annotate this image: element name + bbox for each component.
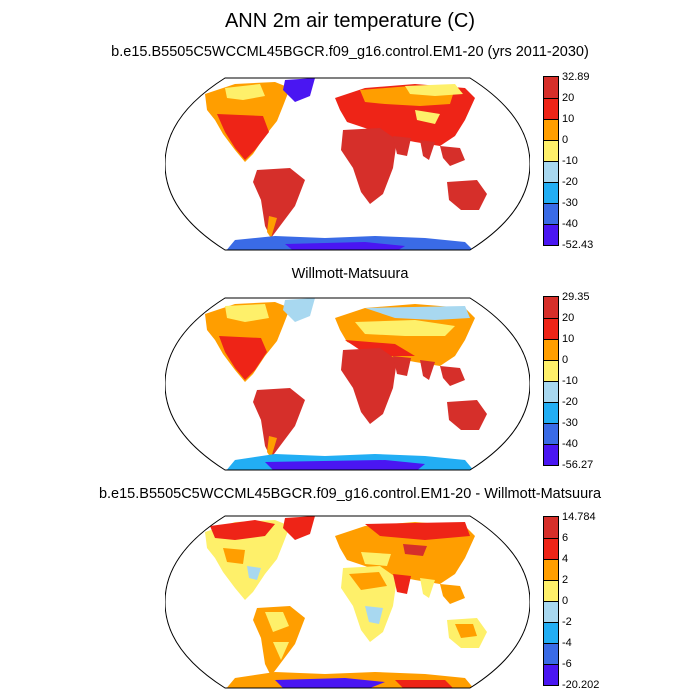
colorbar-label: -30 [562, 197, 578, 209]
colorbar-swatch [544, 444, 558, 465]
colorbar-label: 4 [562, 553, 569, 565]
colorbar-swatch [544, 318, 558, 339]
colorbar-label: -4 [562, 637, 572, 649]
colorbar-label: 14.784 [562, 511, 596, 523]
south-america [253, 606, 305, 676]
north-america [205, 520, 290, 600]
greenland [283, 298, 315, 322]
colorbar-label: 29.35 [562, 291, 590, 303]
colorbar-swatch [544, 423, 558, 444]
colorbar-swatch [544, 161, 558, 182]
colorbar-swatch [544, 77, 558, 98]
greenland [283, 516, 315, 540]
colorbar-swatch [544, 580, 558, 601]
colorbar-swatch [544, 98, 558, 119]
colorbar-label: -10 [562, 155, 578, 167]
colorbar-label: -2 [562, 616, 572, 628]
colorbar-swatch [544, 402, 558, 423]
colorbar-label: 0 [562, 134, 569, 146]
africa [341, 128, 397, 204]
colorbar-swatch [544, 339, 558, 360]
colorbar-label: 10 [562, 113, 575, 125]
south-america [253, 388, 305, 458]
colorbar-label: -40 [562, 438, 578, 450]
south-america [253, 168, 305, 238]
greenland [283, 78, 315, 102]
colorbar-label: -40 [562, 218, 578, 230]
panel-2-colorbar [543, 296, 559, 466]
colorbar-swatch [544, 297, 558, 318]
colorbar-swatch [544, 622, 558, 643]
colorbar-label: 6 [562, 532, 569, 544]
colorbar-swatch [544, 643, 558, 664]
colorbar-label: -20 [562, 176, 578, 188]
colorbar-swatch [544, 203, 558, 224]
colorbar-label: -52.43 [562, 239, 594, 251]
colorbar-label: 32.89 [562, 71, 590, 83]
colorbar-swatch [544, 360, 558, 381]
panel-3-title: b.e15.B5505C5WCCML45BGCR.f09_g16.control… [98, 486, 602, 502]
australia [447, 400, 487, 430]
colorbar-label: 0 [562, 595, 569, 607]
colorbar-swatch [544, 538, 558, 559]
colorbar-swatch [544, 664, 558, 685]
colorbar-swatch [544, 182, 558, 203]
colorbar-label: -20 [562, 396, 578, 408]
panel-3-colorbar [543, 516, 559, 686]
colorbar-swatch [544, 601, 558, 622]
colorbar-label: -20.202 [562, 679, 600, 691]
colorbar-label: -6 [562, 658, 572, 670]
panel-1-colorbar [543, 76, 559, 246]
colorbar-label: 20 [562, 312, 575, 324]
colorbar-swatch [544, 224, 558, 245]
panel-1-map [165, 77, 530, 251]
panel-2-title: Willmott-Matsuura [291, 266, 409, 282]
colorbar-label: 20 [562, 92, 575, 104]
panel-3-map [165, 515, 530, 689]
panel-2-map [165, 297, 530, 471]
colorbar-swatch [544, 140, 558, 161]
figure-title: ANN 2m air temperature (C) [224, 10, 476, 32]
africa [341, 348, 397, 424]
colorbar-label: -30 [562, 417, 578, 429]
colorbar-swatch [544, 381, 558, 402]
colorbar-label: 2 [562, 574, 569, 586]
australia [447, 180, 487, 210]
colorbar-label: 10 [562, 333, 575, 345]
panel-1-title: b.e15.B5505C5WCCML45BGCR.f09_g16.control… [111, 44, 589, 60]
colorbar-label: -56.27 [562, 459, 594, 471]
colorbar-swatch [544, 517, 558, 538]
colorbar-swatch [544, 119, 558, 140]
colorbar-swatch [544, 559, 558, 580]
colorbar-label: -10 [562, 375, 578, 387]
colorbar-label: 0 [562, 354, 569, 366]
